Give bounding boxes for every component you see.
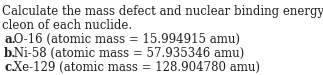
Text: cleon of each nuclide.: cleon of each nuclide. [2, 19, 132, 32]
Text: a.: a. [4, 33, 16, 46]
Text: Xe-129 (atomic mass = 128.904780 amu): Xe-129 (atomic mass = 128.904780 amu) [10, 61, 260, 74]
Text: Calculate the mass defect and nuclear binding energy per nu-: Calculate the mass defect and nuclear bi… [2, 5, 323, 18]
Text: c.: c. [4, 61, 15, 74]
Text: b.: b. [4, 47, 16, 60]
Text: Ni-58 (atomic mass = 57.935346 amu): Ni-58 (atomic mass = 57.935346 amu) [10, 47, 244, 60]
Text: O-16 (atomic mass = 15.994915 amu): O-16 (atomic mass = 15.994915 amu) [10, 33, 240, 46]
